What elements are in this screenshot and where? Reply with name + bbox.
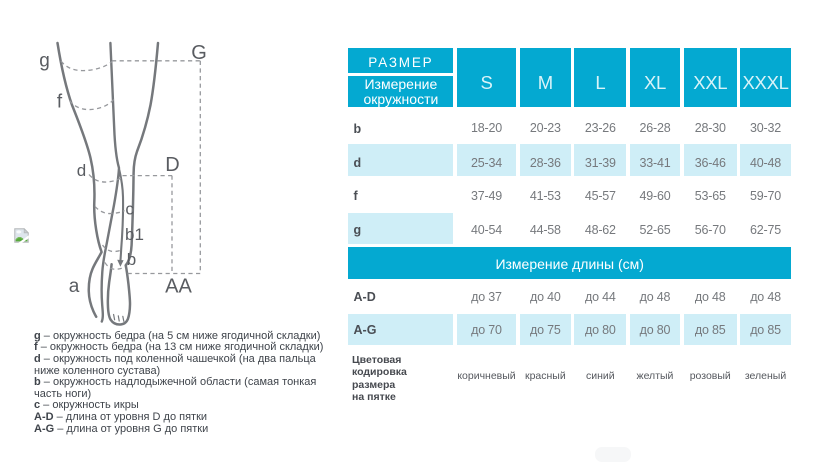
svg-text:d: d [77, 161, 86, 180]
svg-text:g: g [39, 51, 50, 72]
svg-text:AA: AA [165, 275, 192, 297]
svg-text:G: G [191, 42, 207, 64]
svg-text:c: c [125, 200, 134, 219]
svg-text:f: f [57, 92, 63, 113]
svg-text:b1: b1 [125, 225, 144, 244]
svg-text:a: a [69, 276, 80, 297]
svg-text:D: D [165, 154, 179, 176]
svg-text:b: b [127, 250, 136, 269]
